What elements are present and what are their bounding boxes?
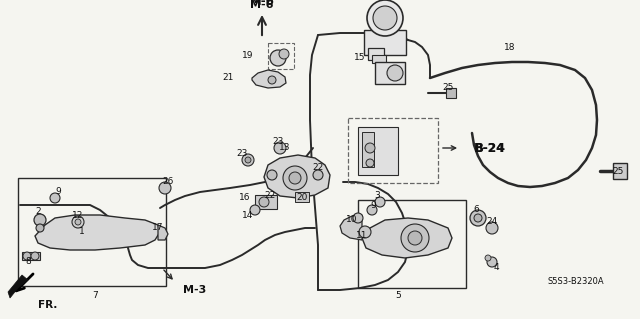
Text: FR.: FR. [38, 300, 58, 310]
Circle shape [313, 170, 323, 180]
Text: 17: 17 [152, 224, 164, 233]
Bar [364, 30, 406, 55]
Circle shape [359, 226, 371, 238]
Text: 5: 5 [395, 291, 401, 300]
Text: B-24: B-24 [474, 142, 506, 154]
Bar [446, 88, 456, 98]
Circle shape [31, 252, 39, 260]
Text: 20: 20 [296, 194, 308, 203]
Circle shape [72, 216, 84, 228]
Bar [368, 48, 384, 60]
Text: 10: 10 [346, 216, 358, 225]
Circle shape [373, 6, 397, 30]
Text: M-6: M-6 [250, 0, 275, 8]
Circle shape [274, 142, 286, 154]
Circle shape [242, 154, 254, 166]
Text: 22: 22 [264, 190, 276, 199]
Text: 24: 24 [486, 218, 498, 226]
Bar [613, 163, 627, 179]
Bar [362, 132, 374, 167]
Circle shape [159, 182, 171, 194]
Polygon shape [264, 155, 330, 198]
Text: 9: 9 [55, 188, 61, 197]
Circle shape [375, 197, 385, 207]
Circle shape [250, 205, 260, 215]
Polygon shape [8, 275, 28, 298]
Text: 26: 26 [163, 177, 173, 187]
Bar [268, 43, 294, 69]
Polygon shape [362, 218, 452, 258]
Polygon shape [340, 215, 362, 240]
Bar [372, 55, 386, 63]
Circle shape [283, 166, 307, 190]
Circle shape [367, 205, 377, 215]
Text: 14: 14 [243, 211, 253, 219]
Bar [358, 200, 466, 288]
Circle shape [366, 159, 374, 167]
Text: 9: 9 [370, 202, 376, 211]
Text: M-6: M-6 [250, 0, 274, 10]
Text: 15: 15 [355, 54, 365, 63]
Circle shape [267, 170, 277, 180]
Text: 2: 2 [35, 207, 41, 217]
Text: 19: 19 [243, 50, 253, 60]
Bar [375, 62, 405, 84]
Text: 25: 25 [442, 84, 454, 93]
Circle shape [270, 50, 286, 66]
Polygon shape [252, 70, 286, 88]
Text: 16: 16 [239, 194, 251, 203]
Bar [358, 127, 398, 175]
Text: 1: 1 [79, 227, 85, 236]
Text: 22: 22 [312, 164, 324, 173]
Circle shape [75, 219, 81, 225]
Circle shape [245, 157, 251, 163]
Circle shape [485, 255, 491, 261]
Circle shape [279, 49, 289, 59]
Circle shape [387, 65, 403, 81]
Text: 8: 8 [25, 257, 31, 266]
Circle shape [353, 213, 363, 223]
Text: 12: 12 [72, 211, 84, 219]
Polygon shape [158, 225, 168, 240]
Text: 18: 18 [504, 43, 516, 53]
Polygon shape [35, 215, 160, 250]
Bar [295, 192, 309, 202]
Text: 11: 11 [356, 232, 368, 241]
Circle shape [401, 224, 429, 252]
Circle shape [408, 231, 422, 245]
Text: 23: 23 [272, 137, 284, 146]
Circle shape [268, 76, 276, 84]
Text: 23: 23 [236, 149, 248, 158]
Circle shape [36, 224, 44, 232]
Circle shape [259, 197, 269, 207]
Circle shape [23, 252, 31, 260]
Bar [18, 178, 166, 286]
Text: 13: 13 [279, 144, 291, 152]
Circle shape [487, 257, 497, 267]
Circle shape [50, 193, 60, 203]
Circle shape [474, 214, 482, 222]
Text: B-24: B-24 [475, 142, 505, 154]
Text: 4: 4 [493, 263, 499, 272]
Circle shape [486, 222, 498, 234]
Bar [22, 252, 40, 260]
Circle shape [367, 0, 403, 36]
Text: 25: 25 [612, 167, 624, 176]
Text: M-3: M-3 [184, 285, 207, 295]
Text: S5S3-B2320A: S5S3-B2320A [548, 278, 605, 286]
Bar [255, 195, 277, 209]
Circle shape [470, 210, 486, 226]
Circle shape [289, 172, 301, 184]
Circle shape [34, 214, 46, 226]
Text: 6: 6 [473, 205, 479, 214]
Text: 21: 21 [222, 73, 234, 83]
Circle shape [365, 143, 375, 153]
Bar [348, 118, 438, 183]
Text: 7: 7 [92, 291, 98, 300]
Text: 3: 3 [374, 191, 380, 201]
